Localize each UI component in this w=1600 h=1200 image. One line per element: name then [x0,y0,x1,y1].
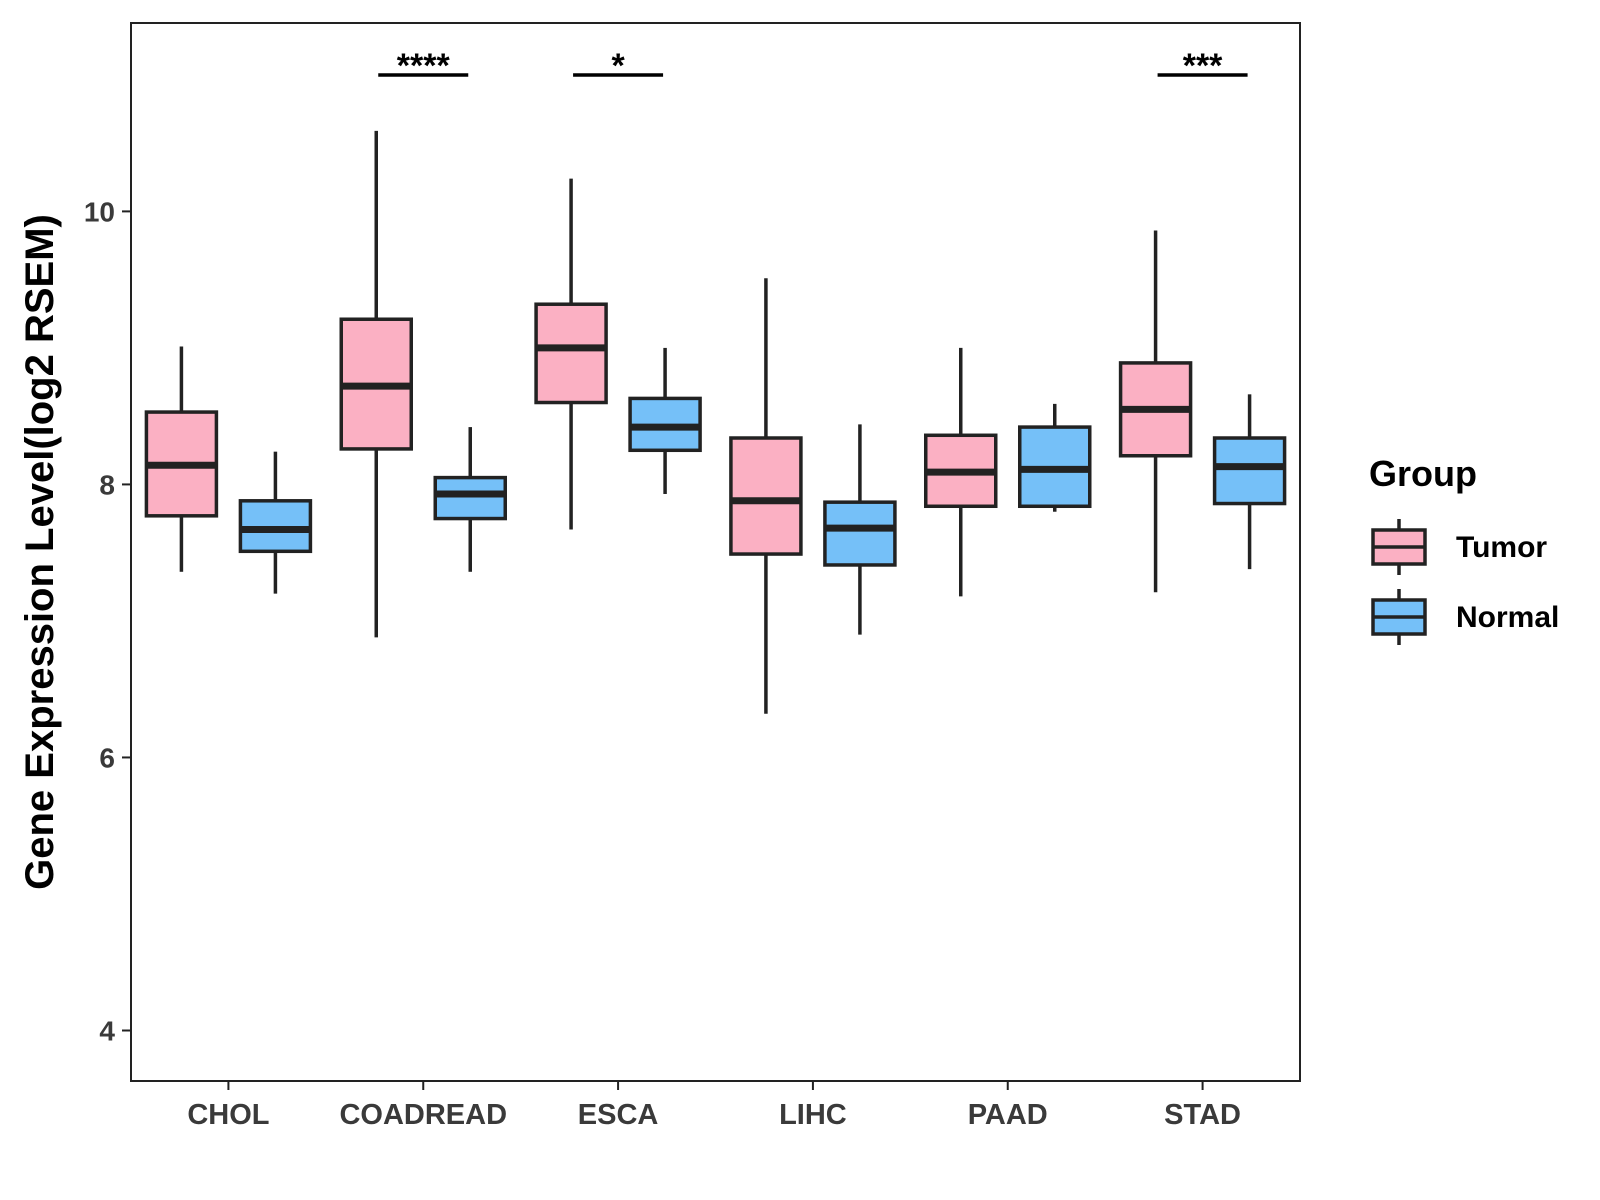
x-axis: CHOL COADREAD ESCA LIHC PAAD STAD [187,1081,1241,1131]
box-normal-coadread [433,427,507,572]
significance-label: *** [1183,47,1223,85]
x-tick-label: PAAD [968,1099,1048,1131]
box-tumor-lihc [729,278,803,714]
box-tumor-coadread [339,130,413,638]
box-normal-paad [1018,403,1092,512]
significance-label: * [611,47,625,85]
box-iqr [1212,436,1287,506]
y-tick-label: 8 [99,469,115,500]
significance-label: **** [397,47,451,85]
y-axis: 4 6 8 10 [84,196,131,1046]
box-normal-esca [628,347,702,494]
box-iqr [729,436,803,556]
significance-coadread: **** [378,47,469,85]
boxes-layer [144,130,1287,714]
box-normal-lihc [823,424,897,635]
x-tick-label: STAD [1164,1099,1241,1131]
legend-label-tumor: Tumor [1456,531,1547,564]
box-iqr [433,475,507,521]
x-tick-label: LIHC [779,1099,847,1131]
legend-key-normal: Normal [1371,589,1559,645]
y-tick-label: 4 [99,1015,115,1046]
significance-layer: **** * *** [378,47,1248,85]
box-tumor-paad [924,347,998,597]
box-normal-stad [1212,394,1287,570]
y-axis-title: Gene Expression Level(log2 RSEM) [18,214,62,890]
legend-title: Group [1369,453,1477,494]
significance-stad: *** [1157,47,1248,85]
box-iqr [534,302,608,405]
x-tick-label: COADREAD [339,1099,507,1131]
x-tick-label: ESCA [578,1099,659,1131]
box-tumor-esca [534,178,608,530]
legend-key-tumor: Tumor [1371,519,1547,575]
plot-panel [130,22,1301,1082]
significance-esca: * [573,47,664,85]
box-normal-chol [238,451,313,594]
legend: Group Tumor Normal [1369,453,1559,645]
y-tick-label: 6 [99,742,115,773]
box-tumor-stad [1118,230,1193,593]
box-iqr [823,500,897,567]
y-tick-label: 10 [84,196,115,227]
x-tick-label: CHOL [187,1099,269,1131]
legend-label-normal: Normal [1456,601,1559,634]
box-tumor-chol [144,346,219,572]
